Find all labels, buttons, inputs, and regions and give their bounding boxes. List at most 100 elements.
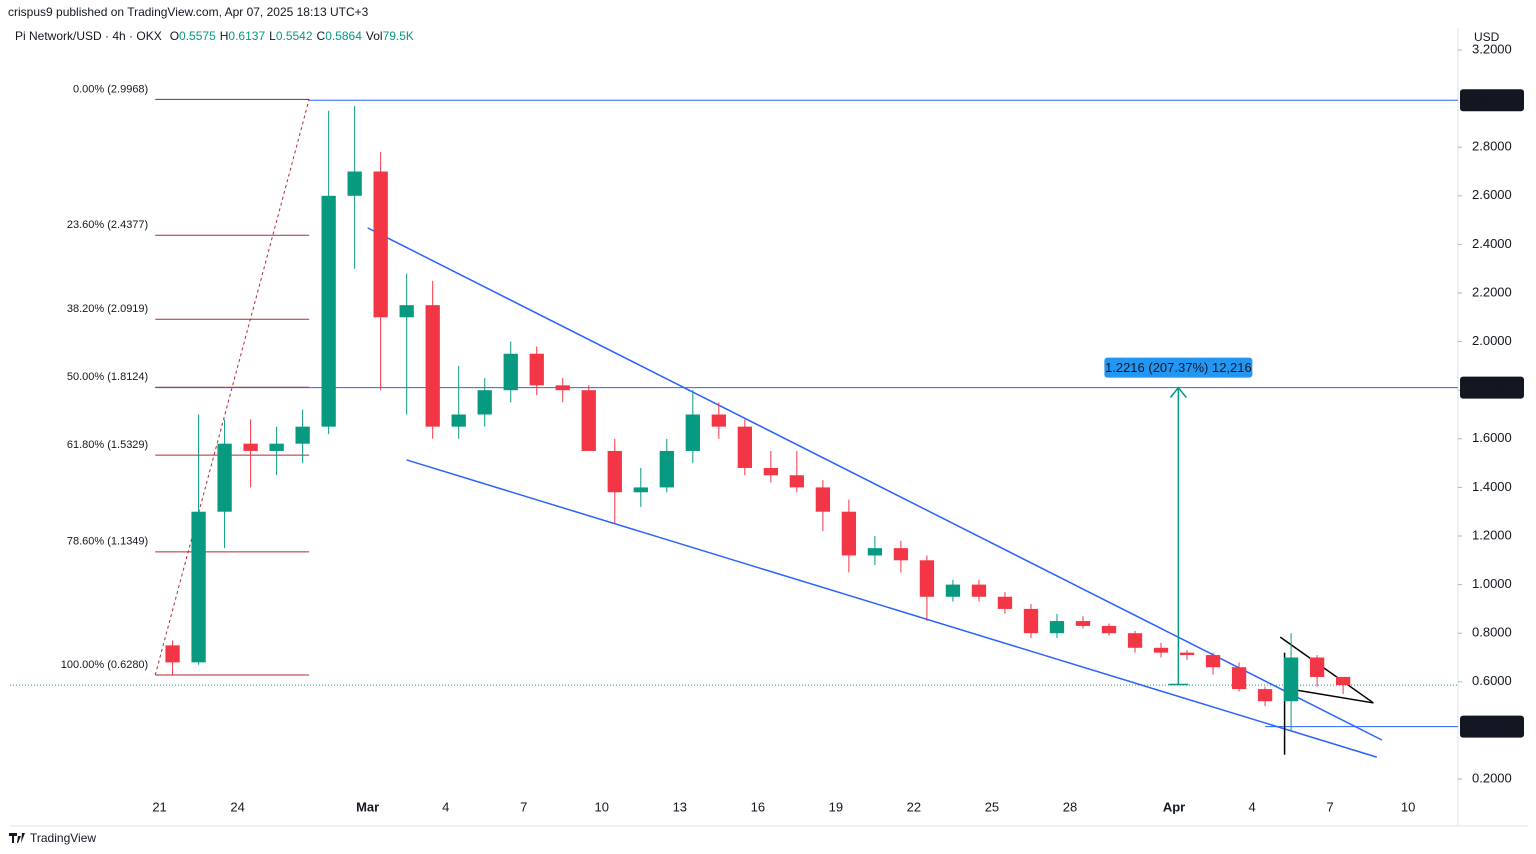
legend-key: C (317, 29, 326, 43)
y-tick-label: 1.2000 (1472, 527, 1512, 542)
candle-body (763, 467, 779, 476)
trendline (406, 459, 1377, 758)
candle-body (1101, 625, 1117, 634)
candle-body (373, 171, 388, 318)
price-badge (1460, 715, 1524, 738)
candle-body (191, 511, 206, 663)
candle-body (711, 414, 726, 427)
y-tick-label: 0.2000 (1472, 770, 1512, 785)
candle-body (1283, 657, 1299, 702)
price-badge-label: 0.4156 (1468, 719, 1508, 734)
x-tick-label: 7 (520, 799, 527, 814)
fib-label: 0.00% (2.9968) (73, 83, 148, 95)
footer-logo: TradingView (9, 831, 96, 845)
x-tick-label: 25 (985, 799, 999, 814)
legend-value: 0.5575 (179, 29, 216, 43)
candle-body (815, 487, 831, 512)
y-tick-label: 0.6000 (1472, 673, 1512, 688)
candle-body (737, 426, 752, 468)
candle-body (1127, 633, 1143, 648)
y-tick-label: 1.0000 (1472, 576, 1512, 591)
x-tick-label: 24 (230, 799, 244, 814)
legend-key: H (220, 29, 229, 43)
fib-label: 78.60% (1.1349) (67, 536, 148, 548)
x-tick-label: 13 (673, 799, 687, 814)
trendline (367, 227, 1383, 741)
fib-label: 50.00% (1.8124) (67, 371, 148, 383)
fib-label: 61.80% (1.5329) (67, 439, 148, 451)
y-tick-label: 3.2000 (1472, 41, 1512, 56)
candle-body (1023, 608, 1039, 634)
candle-body (399, 305, 414, 318)
x-tick-label: 21 (152, 799, 166, 814)
candle-body (789, 475, 805, 488)
candle-body (347, 171, 362, 196)
candle-body (269, 443, 284, 451)
candle-body (529, 353, 544, 386)
candle-body (1231, 667, 1247, 690)
legend-key: O (170, 29, 179, 43)
x-tick-label: 22 (907, 799, 921, 814)
legend-value: 79.5K (383, 29, 414, 43)
candle-body (425, 305, 440, 427)
fib-label: 38.20% (2.0919) (67, 303, 148, 315)
y-tick-label: 2.6000 (1472, 187, 1512, 202)
x-tick-label: 10 (1401, 799, 1415, 814)
candle-body (997, 596, 1013, 609)
candle-body (1309, 657, 1325, 677)
candle-body (217, 443, 232, 512)
candle-body (1335, 676, 1351, 686)
y-tick-label: 1.4000 (1472, 479, 1512, 494)
symbol-title: Pi Network/USD · 4h · OKX (15, 29, 162, 43)
symbol-legend: Pi Network/USD · 4h · OKX O0.5575 H0.6137 L… (15, 29, 414, 43)
y-tick-label: 2.2000 (1472, 284, 1512, 299)
candle-body (451, 414, 466, 427)
candle-body (1075, 621, 1091, 626)
candle-body (867, 548, 883, 556)
candle-body (1257, 689, 1273, 702)
legend-key: L (269, 29, 276, 43)
candle-body (581, 390, 596, 451)
x-tick-label: 7 (1326, 799, 1333, 814)
candle-body (1049, 621, 1065, 634)
x-tick-label: 4 (1248, 799, 1255, 814)
candle-body (503, 353, 518, 391)
x-tick-label: 19 (829, 799, 843, 814)
y-tick-label: 2.8000 (1472, 139, 1512, 154)
legend-key: Vol (366, 29, 383, 43)
trendline (1279, 636, 1374, 704)
candle-body (165, 645, 180, 663)
candle-body (607, 450, 622, 493)
candle-body (945, 584, 961, 597)
legend-value: 0.5864 (325, 29, 362, 43)
candle-body (685, 414, 700, 451)
candle-body (555, 385, 570, 391)
footer-brand: TradingView (30, 831, 96, 845)
measure-box (1104, 357, 1253, 378)
candle-body (295, 426, 310, 444)
candle-body (841, 511, 857, 556)
price-badge (1460, 89, 1524, 112)
candle-body (633, 487, 648, 493)
publisher: crispus9 published on TradingView.com, A… (8, 5, 369, 19)
candle-body (893, 548, 909, 561)
measure-label: 1.2216 (207.37%) 12,216 (1105, 360, 1252, 375)
measure-head (1169, 386, 1187, 399)
currency: USD (1474, 30, 1500, 44)
candle-body (1205, 655, 1221, 668)
candle-body (1179, 652, 1195, 656)
fib-label: 100.00% (0.6280) (61, 659, 148, 671)
price-badge-label: 1.8106 (1468, 380, 1508, 395)
y-tick-label: 1.6000 (1472, 430, 1512, 445)
candle-body (1153, 647, 1169, 653)
legend-value: 0.6137 (228, 29, 265, 43)
x-tick-label: 16 (751, 799, 765, 814)
candle-body (971, 584, 987, 597)
y-tick-label: 2.0000 (1472, 333, 1512, 348)
price-badge (1460, 376, 1524, 399)
x-tick-label: 4 (442, 799, 449, 814)
candle-body (321, 195, 336, 427)
x-tick-label: Mar (356, 799, 379, 814)
y-tick-label: 0.8000 (1472, 625, 1512, 640)
